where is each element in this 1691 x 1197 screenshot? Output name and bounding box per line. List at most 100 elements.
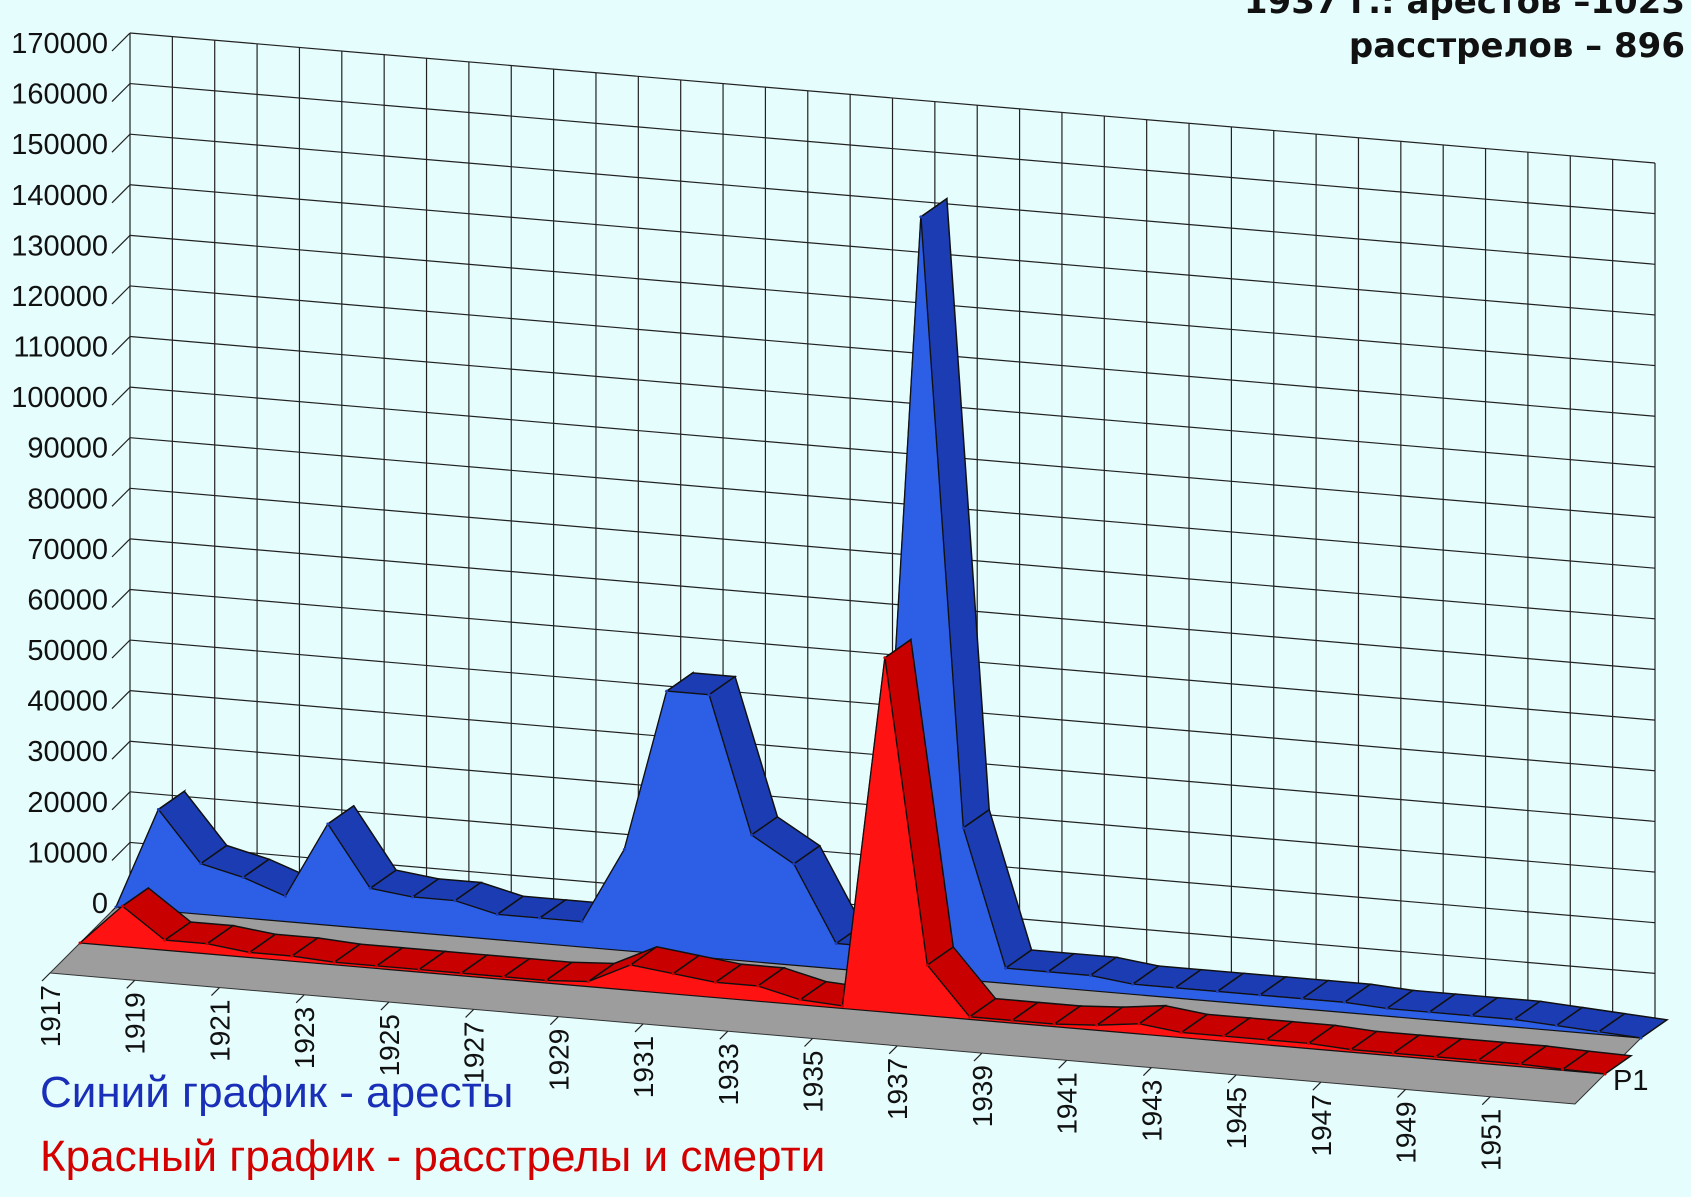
data-point-arrests-1926: [495, 912, 499, 916]
y-axis-tick-labels: 170000 160000 150000 140000 130000 120000 1100…: [11, 28, 108, 920]
legend-blue: Синий график - аресты: [40, 1068, 514, 1117]
x-tick-mark: [719, 1030, 729, 1040]
data-point-executions-1952: [1561, 1067, 1565, 1071]
data-point-executions-1926: [459, 971, 463, 975]
data-point-arrests-1919: [199, 862, 203, 866]
data-point-executions-1943: [1179, 1031, 1183, 1035]
chart-series: [78, 197, 1669, 1076]
gridline-side: [111, 83, 131, 103]
data-point-executions-1950: [1476, 1059, 1480, 1063]
data-point-executions-1918: [120, 904, 124, 908]
data-point-executions-1919: [163, 938, 167, 942]
x-tick-label: 1929: [543, 1029, 574, 1091]
data-point-executions-1922: [290, 954, 294, 958]
data-point-executions-1934: [798, 998, 802, 1002]
x-tick-label: 1935: [798, 1051, 829, 1113]
data-point-executions-1920: [205, 942, 209, 946]
data-point-arrests-1952: [1597, 1030, 1601, 1034]
y-tick-label: 150000: [11, 129, 108, 161]
header-note-line2: расстрелов – 896: [1348, 26, 1685, 66]
x-tick-mark: [295, 994, 305, 1004]
x-tick-label: 1921: [204, 1000, 235, 1062]
gridline-side: [111, 487, 131, 507]
x-tick-mark: [380, 1001, 390, 1011]
x-tick-label: 1941: [1052, 1072, 1083, 1134]
data-point-executions-1945: [1264, 1038, 1268, 1042]
y-tick-label: 40000: [27, 686, 108, 718]
y-tick-label: 0: [92, 888, 108, 920]
data-point-executions-1938: [968, 1015, 972, 1019]
x-tick-label: 1949: [1391, 1101, 1422, 1163]
data-point-arrests-1945: [1300, 997, 1304, 1001]
y-tick-label: 80000: [27, 483, 108, 515]
data-point-executions-1941: [1095, 1023, 1099, 1027]
x-tick-mark: [211, 987, 220, 996]
x-tick-label: 1917: [35, 985, 66, 1047]
data-point-executions-1949: [1434, 1055, 1438, 1059]
y-tick-label: 140000: [11, 180, 108, 212]
gridline-side: [111, 791, 131, 811]
data-point-arrests-1953: [1639, 1036, 1643, 1040]
x-tick-mark: [888, 1045, 898, 1055]
x-tick-mark: [1058, 1059, 1068, 1069]
y-tick-label: 60000: [27, 584, 108, 616]
data-point-arrests-1947: [1385, 1007, 1389, 1011]
data-point-executions-1942: [1137, 1022, 1141, 1026]
data-point-executions-1946: [1306, 1041, 1310, 1045]
x-tick-label: 1937: [882, 1058, 913, 1120]
data-point-executions-1927: [502, 975, 506, 979]
data-point-executions-1947: [1349, 1048, 1353, 1052]
series-executions: [78, 638, 1634, 1076]
data-point-arrests-1939: [1046, 970, 1050, 974]
y-tick-label: 170000: [11, 28, 108, 60]
data-point-arrests-1944: [1258, 993, 1262, 997]
x-tick-label: 1931: [628, 1036, 659, 1098]
y-tick-label: 120000: [11, 281, 108, 313]
x-tick-mark: [465, 1008, 475, 1018]
data-point-arrests-1928: [580, 920, 584, 924]
data-point-arrests-1917: [114, 905, 118, 909]
data-point-executions-1925: [417, 968, 421, 972]
x-tick-mark: [973, 1052, 983, 1062]
y-tick-label: 100000: [11, 382, 108, 414]
x-tick-label: 1951: [1475, 1109, 1506, 1171]
y-tick-label: 20000: [27, 787, 108, 819]
series-executions-area: [78, 657, 1606, 1075]
data-point-executions-1940: [1052, 1022, 1056, 1026]
data-point-arrests-1925: [453, 899, 457, 903]
y-tick-label: 130000: [11, 230, 108, 262]
x-tick-mark: [1481, 1096, 1491, 1106]
data-point-arrests-1949: [1470, 1014, 1474, 1018]
data-point-arrests-1918: [156, 807, 160, 811]
x-tick-label: 1933: [713, 1043, 744, 1105]
y-tick-label: 50000: [27, 635, 108, 667]
header-note: 1937 г.: арестов –1023 расстрелов – 896: [1244, 0, 1685, 66]
gridline-side: [111, 690, 131, 710]
data-point-executions-1936: [883, 656, 887, 660]
x-tick-label: 1943: [1136, 1080, 1167, 1142]
y-tick-label: 90000: [27, 433, 108, 465]
x-tick-label: 1919: [120, 992, 151, 1054]
data-point-arrests-1929: [622, 847, 626, 851]
y-tick-label: 70000: [27, 534, 108, 566]
data-point-executions-1931: [671, 972, 675, 976]
data-point-arrests-1937: [961, 826, 965, 830]
data-point-arrests-1943: [1215, 989, 1219, 993]
gridline-side: [111, 336, 131, 355]
gridline-side: [111, 589, 131, 608]
data-point-executions-1953: [1603, 1072, 1607, 1076]
x-tick-mark: [549, 1016, 559, 1026]
data-point-executions-1944: [1222, 1034, 1226, 1038]
header-note-line1: 1937 г.: арестов –1023: [1243, 0, 1685, 22]
data-point-executions-1932: [713, 980, 717, 984]
gridline-side: [111, 285, 131, 305]
y-tick-label: 110000: [13, 332, 108, 364]
series-arrests-area: [115, 216, 1642, 1039]
x-tick-mark: [1397, 1089, 1406, 1098]
data-point-arrests-1936: [919, 215, 923, 219]
x-tick-label: 1923: [289, 1007, 320, 1069]
data-point-arrests-1931: [707, 693, 711, 697]
data-point-executions-1933: [756, 984, 760, 988]
data-point-arrests-1932: [749, 833, 753, 837]
gridline-side: [111, 184, 131, 204]
